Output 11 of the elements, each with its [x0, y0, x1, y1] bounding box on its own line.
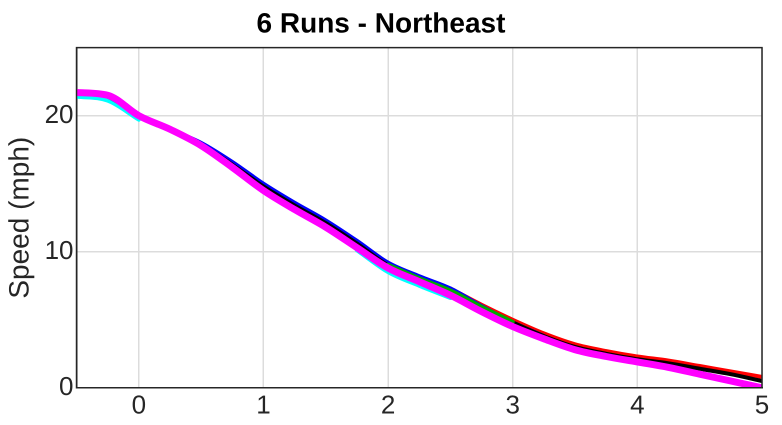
x-tick-label: 4	[630, 390, 645, 420]
x-tick-label: 1	[256, 390, 271, 420]
x-tick-label: 0	[132, 390, 146, 420]
y-axis-title: Speed (mph)	[4, 136, 35, 299]
x-tick-label: 3	[506, 390, 520, 420]
y-tick-label: 20	[44, 98, 74, 129]
chart-title: 6 Runs - Northeast	[256, 8, 506, 39]
x-tick-label: 5	[754, 390, 770, 420]
y-tick-label: 0	[59, 370, 74, 401]
x-tick-label: 2	[380, 390, 396, 420]
y-tick-label: 10	[44, 234, 74, 265]
